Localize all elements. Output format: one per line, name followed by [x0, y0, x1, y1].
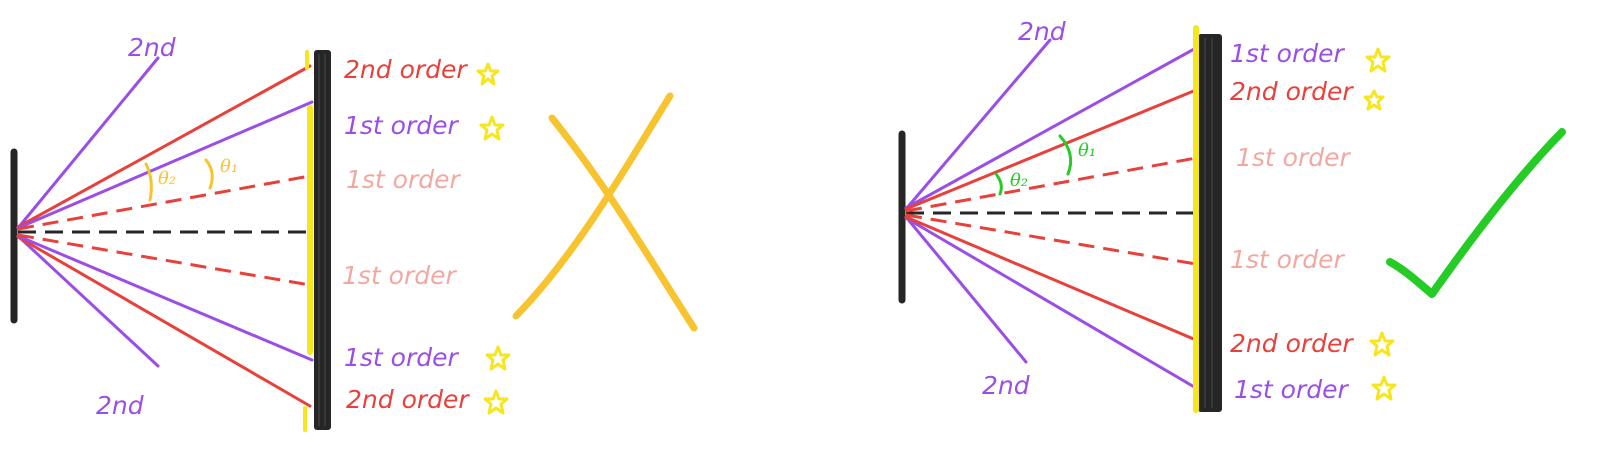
left-screen — [314, 50, 331, 430]
checkmark-icon — [1386, 128, 1566, 298]
right-purple-ray-top — [904, 38, 1052, 211]
left-theta2-label: θ₂ — [158, 168, 176, 189]
left-red-ray-top — [16, 64, 312, 229]
left-label-r2: 1st order — [344, 111, 460, 140]
left-label-r4: 1st order — [342, 261, 458, 290]
right-theta2-label: θ₂ — [1010, 170, 1028, 191]
left-theta2-arc — [144, 162, 153, 202]
left-label-r6: 2nd order — [346, 385, 470, 414]
left-diagram: θ₂ θ₁ 2nd 2nd 2nd order 1st order 1st or… — [10, 33, 698, 432]
right-theta2-arc — [994, 172, 1003, 196]
right-label-r4: 1st order — [1230, 245, 1346, 274]
star-icon — [479, 115, 505, 141]
left-purple-ray-top — [16, 56, 160, 230]
right-red-dashed-lower — [905, 213, 1197, 266]
right-diagram: θ₂ θ₁ 2nd 2nd 1st order 2nd order 1st or… — [898, 17, 1566, 413]
star-icon — [1371, 375, 1397, 401]
right-label-r2: 2nd order — [1230, 77, 1354, 106]
left-red-ray-bottom — [16, 235, 312, 408]
left-label-r3: 1st order — [346, 165, 462, 194]
right-label-top-second: 2nd — [1018, 17, 1066, 46]
left-label-bottom-second: 2nd — [96, 391, 144, 420]
right-label-r3: 1st order — [1236, 143, 1352, 172]
right-label-bottom-second: 2nd — [982, 371, 1030, 400]
right-purple-ray-bottom — [904, 215, 1028, 364]
star-icon — [485, 345, 511, 371]
right-purple-ray-upper — [904, 46, 1198, 210]
left-purple-ray-lower — [16, 234, 314, 362]
cross-icon — [512, 92, 698, 332]
star-icon — [1369, 331, 1395, 357]
right-purple-ray-lower — [904, 216, 1198, 390]
star-icon — [1365, 47, 1391, 73]
right-screen — [1198, 34, 1222, 412]
left-label-r5: 1st order — [344, 343, 460, 372]
star-icon — [1363, 89, 1385, 111]
left-label-top-second: 2nd — [128, 33, 176, 62]
right-red-ray-bottom — [904, 215, 1198, 342]
right-label-r5: 2nd order — [1230, 329, 1354, 358]
right-label-r1: 1st order — [1230, 39, 1346, 68]
star-icon — [476, 62, 500, 86]
left-theta1-arc — [204, 158, 214, 190]
right-label-r6: 1st order — [1234, 375, 1350, 404]
left-theta1-label: θ₁ — [220, 156, 238, 177]
right-theta1-arc — [1058, 134, 1073, 176]
right-theta1-label: θ₁ — [1078, 140, 1096, 161]
star-icon — [483, 389, 509, 415]
left-label-r1: 2nd order — [344, 55, 468, 84]
left-purple-ray-upper — [16, 100, 314, 230]
right-red-ray-top — [904, 88, 1198, 211]
left-purple-ray-bottom — [16, 234, 160, 368]
